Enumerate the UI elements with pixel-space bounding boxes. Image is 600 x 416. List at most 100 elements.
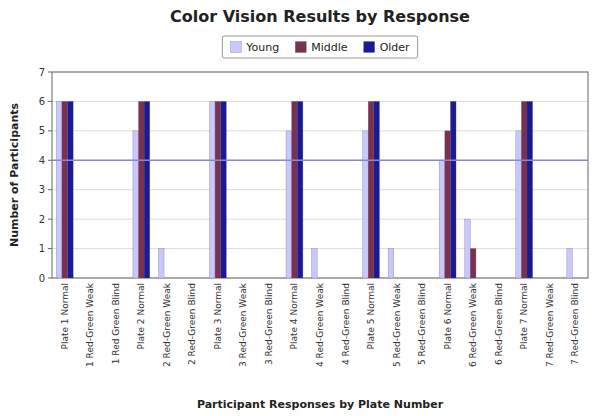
y-tick-label: 7 — [39, 67, 45, 78]
bar — [516, 131, 522, 278]
bar — [323, 278, 329, 279]
bar — [578, 278, 584, 279]
x-tick-label: 7 Red-Green Weak — [545, 282, 555, 367]
bar — [144, 101, 150, 278]
grid-line — [52, 219, 588, 220]
bar — [450, 101, 456, 278]
axes: 01234567Plate 1 Normal1 Red-Green Weak1 … — [39, 67, 588, 368]
legend-label: Older — [380, 41, 410, 54]
y-tick-label: 2 — [39, 214, 45, 225]
y-tick — [48, 278, 52, 279]
x-tick-label: 5 Red-Green Blind — [417, 283, 427, 365]
bar — [107, 278, 113, 279]
x-tick-label: 5 Red-Green Weak — [392, 282, 402, 367]
bar — [317, 278, 323, 279]
grid-line — [52, 101, 588, 102]
y-tick-label: 4 — [39, 155, 45, 166]
bar — [419, 278, 425, 279]
bar — [62, 101, 68, 278]
reference-line — [52, 160, 588, 162]
bar — [184, 278, 190, 279]
x-tick-label: 4 Red-Green Blind — [341, 283, 351, 365]
bar — [195, 278, 201, 279]
bar — [368, 101, 374, 278]
bar — [363, 131, 369, 278]
x-tick-label: Plate 6 Normal — [443, 283, 453, 350]
bar — [388, 249, 394, 278]
x-tick-label: Plate 4 Normal — [289, 283, 299, 350]
bar — [272, 278, 278, 279]
y-axis-label: Number of Participants — [8, 102, 21, 247]
bar — [221, 101, 227, 278]
bar — [343, 278, 349, 279]
bar — [414, 278, 420, 279]
legend-frame — [222, 36, 417, 58]
y-tick — [48, 248, 52, 249]
bar — [501, 278, 507, 279]
bar — [190, 278, 196, 279]
x-tick-label: 6 Red-Green Weak — [468, 282, 478, 367]
x-tick-label: Plate 1 Normal — [60, 283, 70, 350]
bar — [235, 278, 241, 279]
legend: Young Middle Older — [222, 36, 417, 58]
x-axis-label: Participant Responses by Plate Number — [197, 398, 444, 411]
bars — [52, 101, 588, 278]
bar — [68, 101, 74, 278]
y-tick — [48, 219, 52, 220]
bar — [209, 101, 215, 278]
bar — [337, 278, 343, 279]
bar — [348, 278, 354, 279]
bar — [261, 278, 267, 279]
bar — [286, 131, 292, 278]
bar — [470, 249, 476, 278]
x-tick-label: 2 Red-Green Weak — [162, 282, 172, 367]
x-tick-label: 7 Red-Green Blind — [570, 283, 580, 365]
legend-swatch — [230, 42, 241, 53]
y-tick — [48, 72, 52, 73]
bar — [113, 278, 119, 279]
grid-line — [52, 248, 588, 249]
bar — [292, 101, 298, 278]
bar — [82, 278, 88, 279]
bar — [93, 278, 99, 279]
bar — [119, 278, 125, 279]
y-tick-label: 5 — [39, 125, 45, 136]
x-tick-label: 4 Red-Green Weak — [315, 282, 325, 367]
legend-label: Young — [245, 41, 279, 54]
x-tick-label: Plate 5 Normal — [366, 283, 376, 350]
bar — [567, 249, 573, 278]
y-tick — [48, 189, 52, 190]
bar — [527, 101, 533, 278]
title: Color Vision Results by Response — [170, 7, 470, 26]
x-tick-label: Plate 7 Normal — [519, 283, 529, 350]
bar — [547, 278, 553, 279]
grid-line — [52, 160, 588, 161]
x-tick-label: 6 Red-Green Blind — [494, 283, 504, 365]
x-tick-label: 1 Red-Green Weak — [85, 282, 95, 367]
grid-line — [52, 130, 588, 131]
bar — [139, 101, 145, 278]
bar — [394, 278, 400, 279]
y-tick-label: 1 — [39, 243, 45, 254]
y-tick-label: 0 — [39, 273, 45, 284]
bar — [246, 278, 252, 279]
bar — [374, 101, 380, 278]
bar — [521, 101, 527, 278]
bar — [399, 278, 405, 279]
bar — [241, 278, 247, 279]
x-tick-label: Plate 2 Normal — [136, 283, 146, 350]
bar — [266, 278, 272, 279]
bar — [553, 278, 559, 279]
bar — [312, 249, 318, 278]
y-tick — [48, 130, 52, 131]
grid-line — [52, 189, 588, 190]
x-tick-label: 3 Red-Green Blind — [264, 283, 274, 365]
bar — [445, 131, 451, 278]
bar — [164, 278, 170, 279]
x-tick-label: 3 Red-Green Weak — [238, 282, 248, 367]
y-tick-label: 3 — [39, 184, 45, 195]
legend-label: Middle — [311, 41, 348, 54]
grid — [52, 72, 588, 278]
y-tick — [48, 101, 52, 102]
bar — [170, 278, 176, 279]
